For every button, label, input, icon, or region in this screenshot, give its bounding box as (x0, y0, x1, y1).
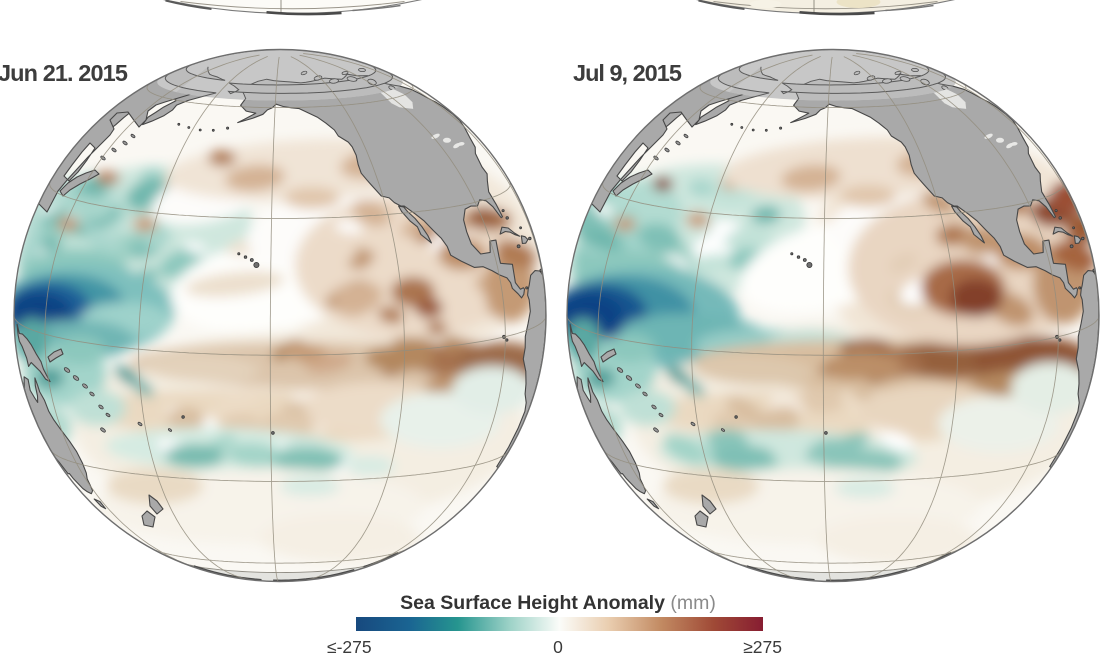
svg-text:≤-275: ≤-275 (327, 637, 372, 657)
svg-text:0: 0 (553, 637, 563, 657)
svg-text:≥275: ≥275 (743, 637, 782, 657)
svg-text:Sea Surface Height Anomaly (mm: Sea Surface Height Anomaly (mm) (400, 592, 716, 614)
svg-text:Jul 9, 2015: Jul 9, 2015 (573, 60, 682, 86)
svg-text:Jun 21. 2015: Jun 21. 2015 (0, 60, 128, 86)
